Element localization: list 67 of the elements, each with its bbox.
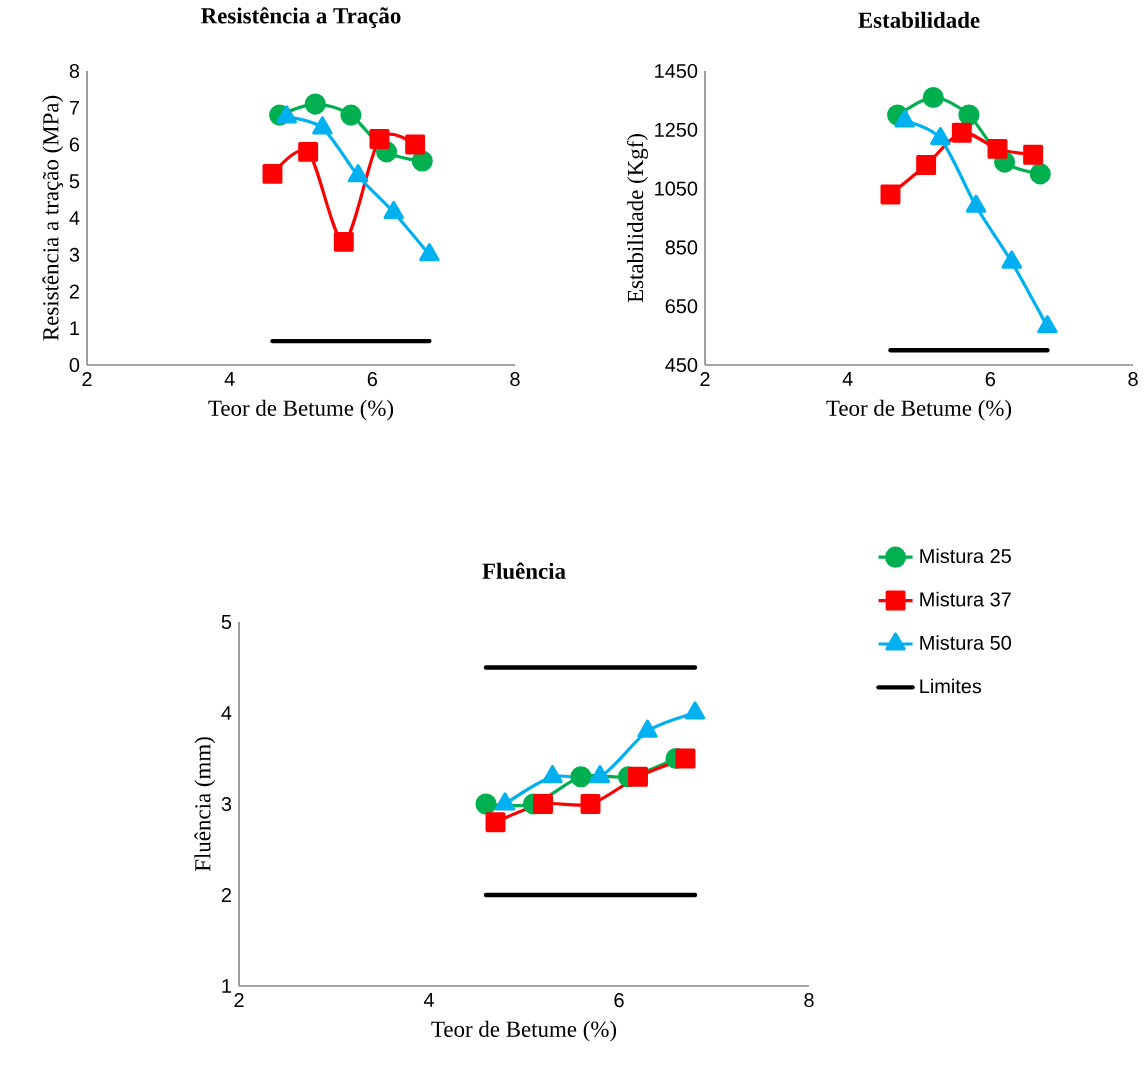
x-axis-title: Teor de Betume (%): [431, 1020, 617, 1042]
legend-label: Limites: [920, 678, 982, 694]
x-tick-label: 4: [842, 372, 853, 386]
y-tick-label: 3: [69, 247, 80, 262]
point: [1037, 315, 1058, 334]
point: [1029, 163, 1051, 185]
x-tick-label: 2: [82, 372, 92, 386]
y-tick-label: 0: [69, 357, 80, 373]
y-axis-title: Resistência a tração (MPa): [42, 95, 64, 341]
point: [262, 163, 283, 184]
y-tick-label: 1450: [655, 63, 698, 79]
x-axis-title: Teor de Betume (%): [208, 399, 394, 421]
chart-title: Estabilidade: [858, 11, 980, 28]
point: [880, 184, 901, 205]
y-tick-label: 2: [221, 888, 231, 902]
y-tick-label: 3: [221, 796, 232, 812]
x-tick-label: 6: [985, 372, 996, 387]
point: [958, 104, 980, 126]
chart-title: Fluência: [482, 562, 566, 580]
point: [411, 150, 433, 172]
y-axis-title: Estabilidade (Kgf): [626, 134, 648, 303]
y-tick-label: 4: [69, 211, 80, 225]
y-tick-label: 6: [69, 137, 80, 152]
point: [383, 200, 404, 220]
point: [304, 93, 326, 115]
y-tick-label: 5: [69, 174, 80, 189]
point: [419, 243, 440, 262]
legend-label: Mistura 37: [920, 591, 1011, 607]
y-tick-label: 1: [222, 979, 232, 993]
y-tick-label: 1: [70, 321, 79, 336]
y-tick-label: 650: [665, 299, 698, 314]
point: [340, 104, 362, 126]
x-tick-label: 6: [367, 372, 378, 387]
y-tick-label: 4: [221, 706, 232, 720]
x-axis-title: Teor de Betume (%): [826, 399, 1012, 421]
point: [951, 122, 972, 143]
y-axis-title: Fluência (mm): [194, 737, 216, 872]
y-tick-label: 2: [69, 284, 79, 299]
y-tick-label: 850: [665, 240, 698, 255]
point: [347, 164, 369, 183]
y-tick-label: 5: [221, 615, 232, 629]
legend-label: Mistura 50: [920, 635, 1011, 650]
point: [930, 127, 951, 146]
y-tick-label: 1250: [655, 122, 698, 137]
point: [922, 86, 944, 109]
point: [298, 141, 319, 162]
x-tick-label: 8: [510, 372, 520, 387]
point: [405, 134, 426, 155]
x-tick-label: 4: [423, 993, 434, 1007]
x-tick-label: 6: [614, 993, 624, 1008]
x-tick-label: 2: [234, 993, 244, 1007]
legend-label: Mistura 25: [920, 548, 1011, 564]
y-tick-label: 7: [69, 100, 79, 115]
y-tick-label: 8: [69, 63, 80, 79]
point: [1023, 144, 1044, 165]
x-tick-label: 8: [804, 993, 814, 1008]
point: [333, 231, 354, 252]
point: [965, 194, 987, 213]
chart-title: Resistência a Tração: [201, 7, 401, 28]
point: [987, 138, 1008, 159]
point: [916, 155, 937, 176]
point: [1001, 250, 1022, 269]
x-tick-label: 8: [1128, 372, 1138, 387]
x-tick-label: 2: [700, 372, 710, 386]
y-tick-label: 1050: [655, 181, 698, 196]
y-tick-label: 450: [665, 357, 698, 373]
point: [369, 129, 390, 149]
